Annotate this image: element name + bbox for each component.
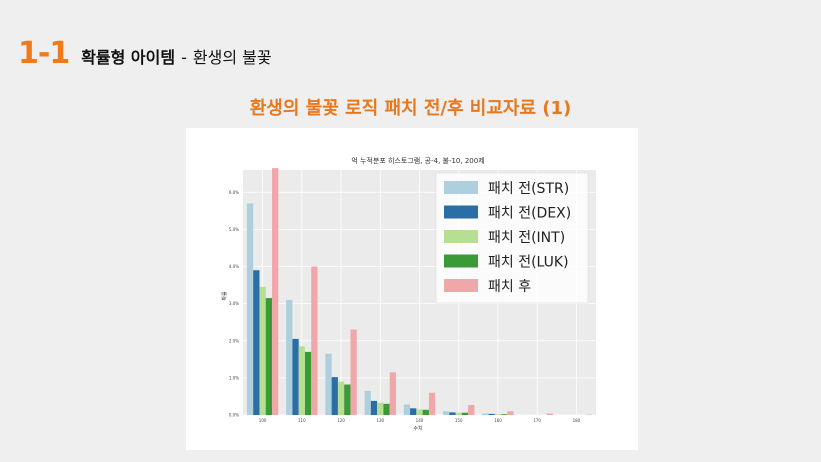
chart-bar: [331, 377, 338, 415]
legend-label: 패치 전(DEX): [488, 206, 571, 222]
chart-bar: [501, 414, 508, 415]
legend-swatch: [444, 230, 478, 243]
y-tick-label: 5.0%: [229, 227, 239, 232]
chart-bar: [428, 392, 436, 415]
x-axis-label: 수치: [413, 425, 422, 432]
y-tick-label: 3.0%: [229, 301, 239, 306]
legend-swatch: [444, 181, 478, 194]
legend-label: 패치 후: [488, 279, 531, 295]
chart-bar: [259, 286, 266, 415]
chart-bar: [494, 414, 502, 415]
chart-bar: [370, 400, 378, 415]
legend-swatch: [444, 254, 478, 268]
x-tick-label: 110: [298, 418, 306, 423]
legend-label: 패치 전(INT): [488, 230, 565, 246]
chart-bar: [337, 381, 345, 415]
slide-title-sub: 환생의 불꽃: [192, 48, 272, 67]
slide-title-separator: -: [181, 48, 187, 67]
y-tick-label: 2.0%: [229, 338, 239, 343]
chart-bar: [422, 409, 429, 415]
chart-legend: 패치 전(STR) 패치 전(DEX) 패치 전(INT) 패치 전(LUK) 패치 후: [435, 172, 589, 304]
slide-number: 1-1: [18, 36, 70, 71]
slide-header: 1-1 확률형 아이템 - 환생의 불꽃: [18, 36, 272, 71]
y-tick-label: 4.0%: [229, 264, 239, 269]
y-tick-label: 6.0%: [229, 190, 239, 195]
chart-figure: 억 누적분포 히스토그램, 공-4, 불-10, 200제 0.0% 1.0% 2.…: [186, 128, 638, 450]
y-axis-label: 확률: [221, 291, 228, 301]
x-tick-label: 130: [376, 418, 384, 423]
chart-bar: [389, 372, 396, 415]
chart-bar: [507, 411, 514, 415]
x-tick-label: 170: [533, 418, 541, 423]
chart-bar: [443, 411, 450, 415]
chart-bar: [416, 409, 423, 415]
chart-bar: [410, 408, 417, 415]
legend-label: 패치 전(LUK): [488, 255, 569, 271]
chart-bar: [383, 403, 390, 415]
x-tick-label: 140: [416, 418, 424, 423]
chart-bar: [292, 338, 299, 415]
chart-title: 억 누적분포 히스토그램, 공-4, 불-10, 200제: [351, 156, 484, 165]
legend-swatch: [444, 205, 478, 219]
x-tick-label: 100: [259, 418, 267, 423]
chart-bar: [344, 384, 351, 415]
chart-bar: [468, 404, 475, 415]
chart-bar: [455, 412, 462, 415]
chart-bar: [286, 299, 293, 415]
chart-bar: [350, 329, 357, 415]
chart-bar: [246, 203, 254, 415]
chart-bar: [272, 168, 279, 415]
chart-bar: [253, 270, 260, 415]
chart-bar: [364, 390, 371, 415]
x-tick-label: 150: [455, 418, 463, 423]
chart-bar: [311, 266, 318, 415]
chart-bar: [325, 353, 332, 415]
chart-bar: [449, 412, 456, 415]
legend-swatch: [444, 279, 478, 292]
chart-bar: [298, 346, 305, 415]
x-tick-label: 120: [337, 418, 345, 423]
slide-heading: 환생의 불꽃 로직 패치 전/후 비교자료 (1): [249, 98, 572, 119]
chart-bar: [488, 413, 495, 415]
chart-bar: [265, 298, 273, 415]
chart-bar: [304, 351, 312, 415]
x-tick-label: 180: [573, 418, 581, 423]
chart-bar: [461, 412, 469, 415]
y-tick-label: 0.0%: [229, 413, 239, 418]
chart-bar: [546, 413, 553, 415]
chart-bar: [482, 413, 489, 415]
legend-label: 패치 전(STR): [488, 181, 569, 197]
histogram-chart: 억 누적분포 히스토그램, 공-4, 불-10, 200제 0.0% 1.0% 2.…: [221, 156, 596, 432]
y-tick-label: 1.0%: [229, 375, 239, 380]
x-tick-label: 160: [494, 418, 502, 423]
slide-title-main: 확률형 아이템: [81, 48, 176, 67]
chart-bar: [377, 402, 384, 415]
chart-bar: [403, 404, 411, 415]
